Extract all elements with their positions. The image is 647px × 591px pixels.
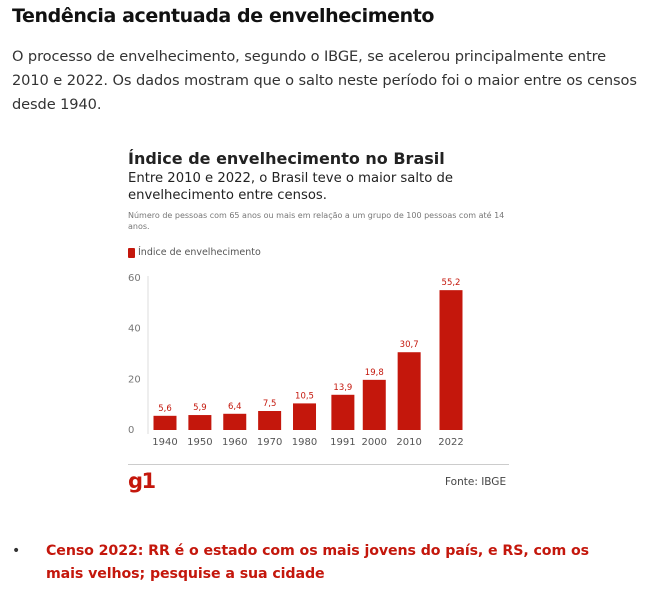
bar <box>223 413 247 430</box>
y-tick-label: 60 <box>128 273 141 284</box>
y-tick-label: 20 <box>128 374 141 385</box>
related-article-item: • Censo 2022: RR é o estado com os mais … <box>12 540 632 586</box>
x-tick-label: 2010 <box>396 437 421 448</box>
bar <box>439 290 463 430</box>
x-tick-label: 2022 <box>438 437 463 448</box>
bar <box>397 352 421 430</box>
legend-label: Índice de envelhecimento <box>138 247 261 258</box>
bar-value-label: 5,6 <box>158 404 172 414</box>
chart-legend: Índice de envelhecimento <box>128 247 261 258</box>
x-tick-label: 1970 <box>257 437 282 448</box>
chart-note: Número de pessoas com 65 anos ou mais em… <box>128 211 505 231</box>
legend-swatch <box>128 247 135 258</box>
chart-source: Fonte: IBGE <box>445 476 507 488</box>
y-tick-label: 40 <box>128 324 141 335</box>
article-headline: Tendência acentuada de envelhecimento <box>12 5 435 27</box>
bar-value-label: 19,8 <box>365 368 384 378</box>
g1-logo-text: g1 <box>128 469 156 493</box>
bar <box>331 394 355 430</box>
bar-value-label: 6,4 <box>228 402 242 412</box>
chart-title: Índice de envelhecimento no Brasil <box>128 149 445 168</box>
y-tick-label: 0 <box>128 425 134 436</box>
x-tick-label: 2000 <box>362 437 387 448</box>
bar <box>188 415 212 430</box>
bar-value-label: 13,9 <box>333 383 352 393</box>
bar-chart: 0 20 40 60 5,6 1940 5,9 1950 6,4 1960 7,5 1970 10,5 1… <box>128 273 464 448</box>
x-tick-label: 1991 <box>330 437 355 448</box>
x-tick-label: 1980 <box>292 437 317 448</box>
bar-value-label: 10,5 <box>295 391 314 401</box>
chart-subtitle: Entre 2010 e 2022, o Brasil teve o maior… <box>128 171 453 203</box>
article-lead-paragraph: O processo de envelhecimento, segundo o … <box>12 48 637 113</box>
related-article-link[interactable]: Censo 2022: RR é o estado com os mais jo… <box>46 543 589 582</box>
bar <box>293 403 317 430</box>
bar-value-label: 7,5 <box>263 399 277 409</box>
bar <box>153 415 177 430</box>
bar-value-label: 30,7 <box>400 340 419 350</box>
bar-value-label: 55,2 <box>442 278 461 288</box>
list-bullet: • <box>12 543 21 559</box>
chart-footer-divider <box>128 464 509 465</box>
x-tick-label: 1940 <box>152 437 177 448</box>
g1-logo[interactable]: g1 <box>128 468 158 494</box>
bar <box>258 411 282 430</box>
x-tick-label: 1950 <box>187 437 212 448</box>
x-tick-label: 1960 <box>222 437 247 448</box>
bar-value-label: 5,9 <box>193 403 207 413</box>
bar <box>362 379 386 430</box>
